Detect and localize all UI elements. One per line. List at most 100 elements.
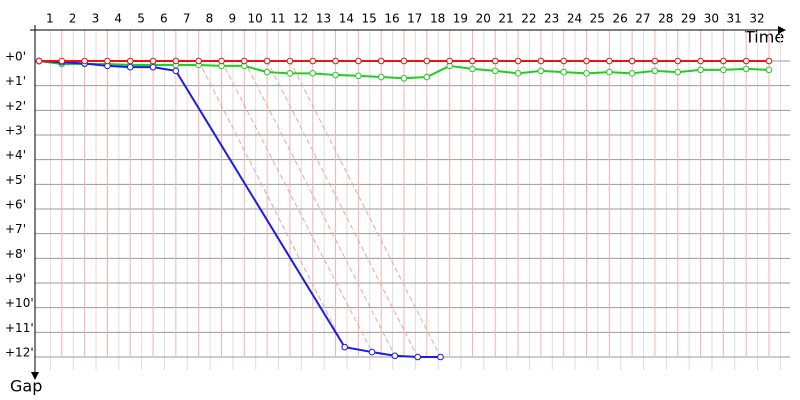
y-tick-label: +7' bbox=[5, 222, 26, 236]
x-tick-label: 30 bbox=[704, 12, 719, 26]
x-tick-label: 31 bbox=[727, 12, 742, 26]
x-tick-label: 24 bbox=[567, 12, 582, 26]
x-tick-label: 29 bbox=[681, 12, 696, 26]
x-tick-label: 6 bbox=[160, 12, 168, 26]
data-point bbox=[355, 72, 362, 80]
y-tick-label: +2' bbox=[5, 99, 26, 113]
x-tick-label: 19 bbox=[453, 12, 468, 26]
x-tick-label: 4 bbox=[114, 12, 122, 26]
data-point bbox=[583, 57, 590, 65]
x-tick-label: 16 bbox=[384, 12, 399, 26]
data-point bbox=[391, 352, 399, 360]
data-point bbox=[286, 57, 294, 65]
x-tick-label: 12 bbox=[293, 12, 308, 26]
data-point bbox=[514, 57, 522, 65]
data-point bbox=[126, 63, 134, 71]
x-tick-label: 8 bbox=[206, 12, 214, 26]
x-tick-label: 2 bbox=[69, 12, 77, 26]
data-point bbox=[446, 57, 453, 65]
y-tick-label: +11' bbox=[5, 321, 34, 335]
data-point bbox=[697, 57, 704, 65]
data-point bbox=[560, 68, 567, 76]
data-point bbox=[149, 63, 157, 71]
x-tick-label: 23 bbox=[544, 12, 559, 26]
data-point bbox=[628, 57, 636, 65]
data-point bbox=[537, 67, 545, 75]
data-point bbox=[469, 57, 476, 65]
data-point bbox=[35, 57, 43, 65]
data-point bbox=[423, 57, 431, 65]
data-point bbox=[126, 57, 134, 65]
data-point bbox=[377, 73, 385, 81]
x-tick-label: 15 bbox=[362, 12, 377, 26]
y-tick-label: +5' bbox=[5, 173, 26, 187]
data-point bbox=[172, 67, 180, 75]
data-point bbox=[651, 67, 659, 75]
y-tick-label: +3' bbox=[5, 124, 26, 138]
lap-guide bbox=[221, 60, 373, 353]
data-point bbox=[514, 70, 522, 77]
data-point bbox=[491, 57, 499, 65]
y-tick-label: +6' bbox=[5, 198, 26, 212]
series-line bbox=[38, 60, 441, 358]
x-tick-label: 1 bbox=[46, 12, 54, 26]
lap-guide bbox=[198, 60, 346, 348]
y-tick-label: +8' bbox=[5, 247, 26, 261]
x-axis-arrow bbox=[778, 26, 786, 34]
data-point bbox=[697, 66, 704, 74]
x-tick-label: 28 bbox=[658, 12, 673, 26]
data-point bbox=[355, 57, 362, 65]
data-point bbox=[651, 57, 659, 65]
data-point bbox=[414, 353, 421, 361]
y-tick-label: +12' bbox=[5, 346, 34, 360]
data-point bbox=[437, 353, 444, 361]
x-tick-label: 32 bbox=[749, 12, 764, 26]
lap-guide bbox=[243, 60, 396, 356]
y-axis-arrow bbox=[31, 372, 39, 380]
data-point bbox=[218, 57, 225, 65]
x-tick-label: 5 bbox=[137, 12, 145, 26]
data-point bbox=[674, 57, 682, 65]
data-point bbox=[720, 66, 727, 74]
x-tick-label: 25 bbox=[590, 12, 605, 26]
y-tick-label: +4' bbox=[5, 148, 26, 162]
x-tick-label: 20 bbox=[476, 12, 491, 26]
data-point bbox=[765, 57, 773, 65]
data-point bbox=[765, 66, 773, 74]
data-point bbox=[149, 57, 157, 65]
x-tick-label: 22 bbox=[521, 12, 536, 26]
data-point bbox=[469, 65, 476, 73]
data-point bbox=[241, 57, 248, 65]
x-tick-label: 3 bbox=[92, 12, 100, 26]
data-point bbox=[81, 57, 88, 65]
x-tick-label: 17 bbox=[407, 12, 422, 26]
x-axis-label: Time bbox=[744, 28, 784, 47]
data-point bbox=[491, 67, 499, 75]
data-point bbox=[263, 68, 271, 76]
y-tick-label: +9' bbox=[5, 272, 26, 286]
data-point bbox=[400, 74, 408, 82]
y-tick-label: +10' bbox=[5, 296, 34, 310]
data-point bbox=[674, 68, 682, 76]
x-tick-label: 11 bbox=[270, 12, 285, 26]
x-tick-label: 13 bbox=[316, 12, 331, 26]
data-point bbox=[368, 348, 376, 356]
data-point bbox=[583, 70, 590, 77]
data-point bbox=[742, 65, 750, 73]
data-point bbox=[104, 57, 111, 65]
data-point bbox=[606, 68, 613, 76]
data-point bbox=[400, 57, 408, 65]
data-point bbox=[537, 57, 545, 65]
data-point bbox=[309, 57, 317, 65]
x-tick-label: 21 bbox=[498, 12, 513, 26]
x-tick-label: 10 bbox=[247, 12, 262, 26]
data-point bbox=[606, 57, 613, 65]
x-tick-label: 18 bbox=[430, 12, 445, 26]
lap-guide bbox=[289, 60, 441, 358]
data-point bbox=[172, 57, 180, 65]
data-point bbox=[332, 57, 339, 65]
data-point bbox=[286, 70, 294, 77]
data-point bbox=[263, 57, 271, 65]
data-point bbox=[341, 343, 348, 351]
